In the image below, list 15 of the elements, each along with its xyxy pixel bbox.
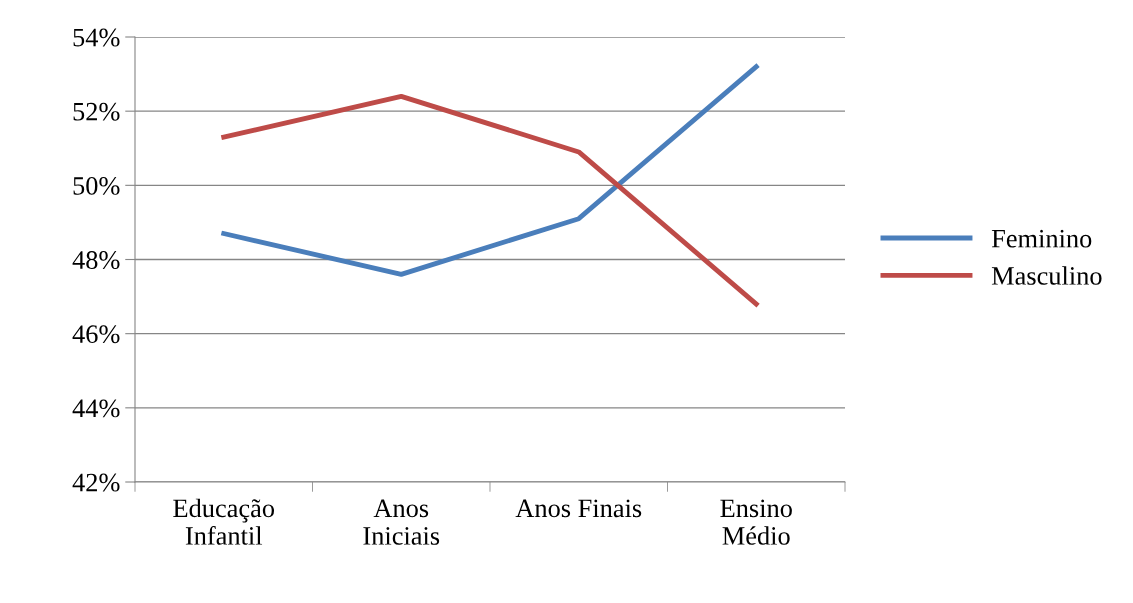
y-tick-label: 46% — [72, 325, 120, 344]
x-tick-label: Anos Finais — [515, 499, 642, 518]
y-tick-label: 48% — [72, 251, 120, 269]
x-tick-label: Educação Infantil — [173, 498, 275, 545]
y-tick-label: 42% — [72, 473, 120, 492]
y-tick-label: 50% — [73, 176, 120, 195]
x-tick-label: Ensino Médio — [720, 499, 792, 545]
legend-label: Masculino — [991, 266, 1102, 285]
y-tick-label: 52% — [73, 102, 120, 121]
legend-label: Feminino — [991, 229, 1092, 248]
x-tick-label: Anos Iniciais — [363, 499, 440, 545]
line-series — [221, 64, 759, 277]
line-series — [221, 93, 759, 307]
y-tick-label: 54% — [73, 28, 120, 47]
y-tick-label: 44% — [72, 399, 120, 418]
